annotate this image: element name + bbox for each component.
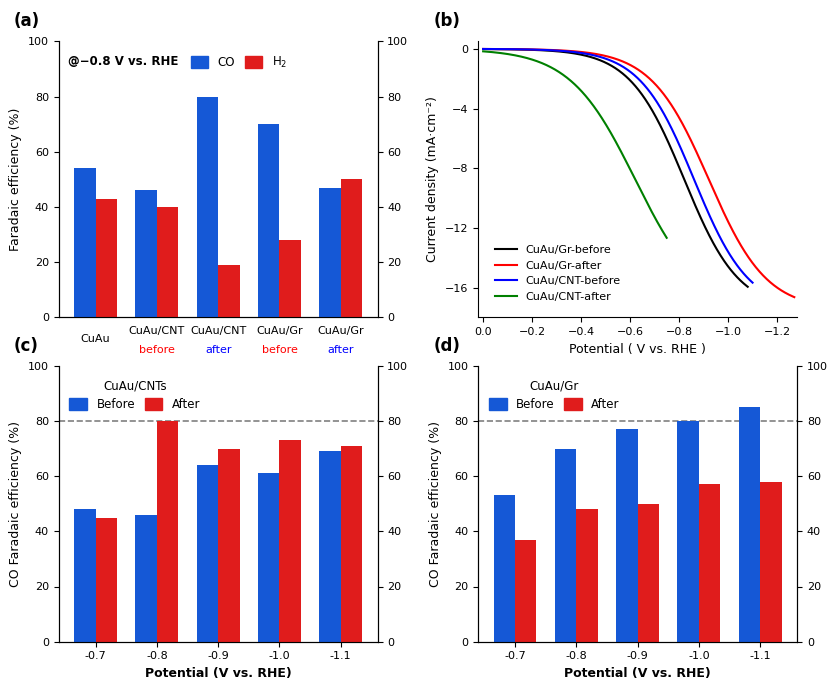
- Bar: [258, 124, 279, 317]
- Bar: [341, 446, 362, 642]
- Bar: [279, 440, 301, 642]
- Text: CuAu/Gr: CuAu/Gr: [317, 326, 364, 335]
- Bar: [555, 448, 576, 642]
- Bar: [74, 509, 96, 642]
- Bar: [493, 495, 515, 642]
- Legend: CO, H$_2$: CO, H$_2$: [185, 50, 292, 75]
- Bar: [678, 421, 699, 642]
- Text: (d): (d): [434, 337, 461, 355]
- Bar: [616, 429, 638, 642]
- X-axis label: Potential ( V vs. RHE ): Potential ( V vs. RHE ): [569, 343, 706, 355]
- Bar: [196, 465, 218, 642]
- Text: CuAu/Gr: CuAu/Gr: [256, 326, 303, 335]
- Bar: [320, 451, 341, 642]
- Text: CuAu/CNT: CuAu/CNT: [128, 326, 185, 335]
- Text: before: before: [262, 345, 297, 355]
- Legend: CuAu/Gr-before, CuAu/Gr-after, CuAu/CNT-before, CuAu/CNT-after: CuAu/Gr-before, CuAu/Gr-after, CuAu/CNT-…: [490, 241, 625, 306]
- Bar: [74, 168, 96, 317]
- Bar: [96, 518, 117, 642]
- Y-axis label: Current density (mA·cm⁻²): Current density (mA·cm⁻²): [426, 97, 440, 262]
- Text: CuAu: CuAu: [81, 334, 111, 344]
- Text: after: after: [327, 345, 354, 355]
- Bar: [135, 190, 157, 317]
- Bar: [576, 509, 597, 642]
- Bar: [218, 265, 240, 317]
- Bar: [218, 448, 240, 642]
- Text: after: after: [205, 345, 232, 355]
- Bar: [515, 540, 536, 642]
- Text: (a): (a): [14, 12, 40, 30]
- Bar: [760, 482, 782, 642]
- Bar: [157, 421, 178, 642]
- Y-axis label: CO Faradaic efficiency (%): CO Faradaic efficiency (%): [9, 421, 23, 586]
- Text: CuAu/CNT: CuAu/CNT: [190, 326, 247, 335]
- Bar: [341, 179, 362, 317]
- Bar: [157, 207, 178, 317]
- Bar: [320, 188, 341, 317]
- Bar: [258, 473, 279, 642]
- Text: (c): (c): [14, 337, 39, 355]
- Text: (b): (b): [434, 12, 461, 30]
- Legend: Before, After: Before, After: [65, 375, 205, 416]
- Legend: Before, After: Before, After: [484, 375, 624, 416]
- Y-axis label: Faradaic efficiency (%): Faradaic efficiency (%): [9, 108, 23, 251]
- Bar: [638, 504, 659, 642]
- Text: @−0.8 V vs. RHE: @−0.8 V vs. RHE: [68, 55, 179, 68]
- Y-axis label: CO Faradaic efficiency (%): CO Faradaic efficiency (%): [429, 421, 442, 586]
- Bar: [699, 484, 721, 642]
- Text: before: before: [139, 345, 175, 355]
- Bar: [96, 199, 117, 317]
- Bar: [196, 97, 218, 317]
- Bar: [279, 240, 301, 317]
- Bar: [135, 515, 157, 642]
- X-axis label: Potential (V vs. RHE): Potential (V vs. RHE): [565, 667, 711, 680]
- X-axis label: Potential (V vs. RHE): Potential (V vs. RHE): [145, 667, 291, 680]
- Bar: [739, 407, 760, 642]
